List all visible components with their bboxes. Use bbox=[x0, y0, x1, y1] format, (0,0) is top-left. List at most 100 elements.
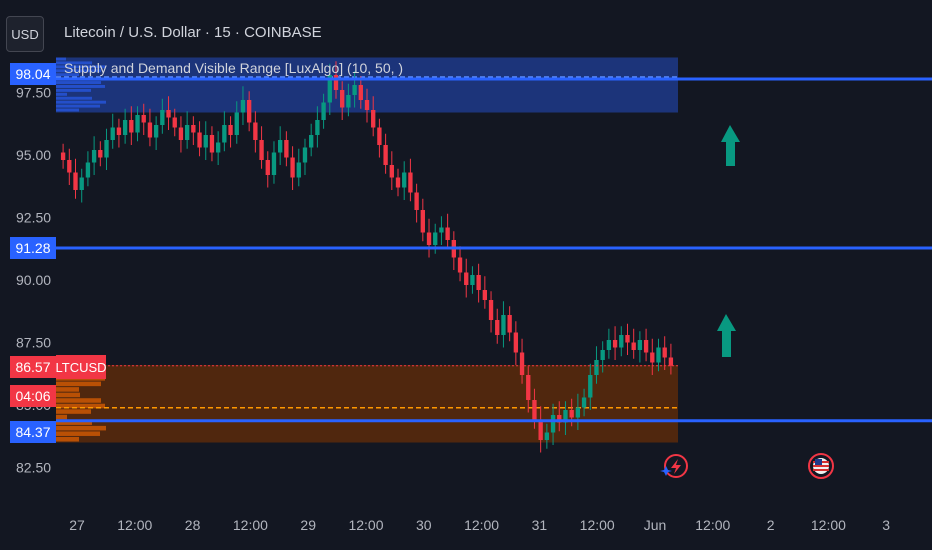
candle-body bbox=[488, 300, 494, 320]
candle-body bbox=[501, 315, 506, 335]
candle-body bbox=[315, 120, 320, 135]
up-arrow-icon bbox=[721, 125, 740, 166]
y-tick-label: 97.50 bbox=[16, 85, 51, 101]
candle-body bbox=[172, 117, 177, 128]
candle-body bbox=[371, 110, 376, 128]
supply-profile-bar bbox=[56, 108, 79, 112]
candle-body bbox=[296, 162, 301, 178]
candle-body bbox=[284, 140, 289, 158]
candle-body bbox=[184, 125, 190, 140]
candle-body bbox=[637, 340, 643, 350]
x-tick-label: 12:00 bbox=[811, 517, 846, 533]
candle-body bbox=[544, 432, 550, 440]
candle-body bbox=[662, 347, 667, 358]
demand-zone bbox=[56, 365, 678, 443]
supply-profile-bar bbox=[56, 69, 101, 73]
candle-body bbox=[507, 315, 512, 333]
supply-profile-bar bbox=[56, 88, 91, 92]
symbol-tag: LTCUSD bbox=[55, 355, 107, 379]
x-tick-label: 31 bbox=[532, 517, 548, 533]
candle-body bbox=[464, 272, 469, 285]
candle-body bbox=[209, 135, 215, 153]
us-flag-event-icon[interactable] bbox=[808, 453, 834, 479]
candle-body bbox=[619, 335, 624, 348]
level-tag-98: 98.04 bbox=[10, 63, 56, 85]
candle-body bbox=[73, 172, 78, 190]
candle-body bbox=[104, 140, 109, 158]
level-tag-91: 91.28 bbox=[10, 237, 56, 259]
candle-body bbox=[153, 125, 159, 138]
candle-body bbox=[470, 275, 475, 285]
candle-body bbox=[228, 125, 233, 135]
candle-body bbox=[340, 90, 345, 108]
demand-profile-bar bbox=[56, 381, 101, 387]
y-tick-label: 87.50 bbox=[16, 335, 51, 351]
x-tick-label: 28 bbox=[185, 517, 201, 533]
candle-body bbox=[116, 127, 122, 135]
candle-body bbox=[110, 127, 115, 140]
candle-body bbox=[426, 232, 432, 245]
demand-profile-bar bbox=[56, 392, 80, 398]
candle-body bbox=[290, 157, 295, 178]
supply-profile-bar bbox=[56, 73, 79, 77]
demand-profile-bar bbox=[56, 414, 67, 420]
candle-body bbox=[612, 340, 618, 348]
candle-body bbox=[67, 160, 72, 173]
x-tick-label: 3 bbox=[882, 517, 890, 533]
candle-body bbox=[395, 177, 401, 188]
candle-body bbox=[600, 350, 605, 360]
y-tick-label: 95.00 bbox=[16, 147, 51, 163]
candle-body bbox=[457, 257, 463, 273]
price-tag: 86.57 bbox=[10, 356, 56, 378]
candle-body bbox=[246, 100, 252, 123]
x-tick-label: 29 bbox=[300, 517, 316, 533]
candle-body bbox=[222, 125, 227, 143]
candle-body bbox=[333, 75, 339, 90]
candle-body bbox=[122, 120, 128, 135]
demand-profile-bar bbox=[56, 398, 101, 403]
supply-profile-bar bbox=[56, 57, 66, 61]
indicator-label[interactable]: Supply and Demand Visible Range [LuxAlgo… bbox=[64, 60, 404, 76]
candle-body bbox=[321, 102, 326, 120]
candle-body bbox=[178, 127, 184, 140]
candle-body bbox=[550, 415, 556, 433]
supply-profile-bar bbox=[56, 61, 92, 65]
x-tick-label: 27 bbox=[69, 517, 85, 533]
candle-body bbox=[129, 120, 134, 133]
x-tick-label: 12:00 bbox=[464, 517, 499, 533]
candle-body bbox=[203, 135, 208, 148]
supply-profile-bar bbox=[56, 104, 100, 108]
supply-profile-bar bbox=[56, 96, 92, 100]
candle-body bbox=[476, 275, 481, 290]
candle-body bbox=[346, 95, 351, 108]
lightning-event-icon[interactable] bbox=[660, 454, 688, 478]
demand-profile-bar bbox=[56, 436, 79, 442]
candle-body bbox=[575, 407, 581, 418]
candle-body bbox=[420, 210, 425, 233]
candle-body bbox=[302, 147, 308, 163]
chart-title: Litecoin / U.S. Dollar · 15 · COINBASE bbox=[64, 24, 322, 41]
candle-body bbox=[309, 135, 314, 148]
candle-body bbox=[625, 335, 630, 343]
candle-body bbox=[191, 125, 196, 133]
supply-profile-bar bbox=[56, 92, 67, 96]
candle-body bbox=[408, 172, 413, 193]
candle-body bbox=[60, 152, 66, 160]
supply-profile-bar bbox=[56, 85, 105, 88]
x-tick-label: 12:00 bbox=[695, 517, 730, 533]
supply-profile-bar bbox=[56, 81, 101, 84]
candle-body bbox=[215, 142, 221, 153]
x-tick-label: Jun bbox=[644, 517, 667, 533]
candle-body bbox=[643, 340, 649, 353]
x-tick-label: 12:00 bbox=[233, 517, 268, 533]
candle-body bbox=[414, 192, 419, 210]
candle-body bbox=[364, 100, 370, 110]
candle-body bbox=[650, 352, 655, 363]
x-tick-label: 12:00 bbox=[348, 517, 383, 533]
candle-body bbox=[327, 75, 332, 103]
candle-body bbox=[588, 375, 593, 398]
currency-button[interactable]: USD bbox=[6, 16, 44, 52]
candle-body bbox=[141, 115, 146, 123]
candle-body bbox=[402, 172, 407, 188]
